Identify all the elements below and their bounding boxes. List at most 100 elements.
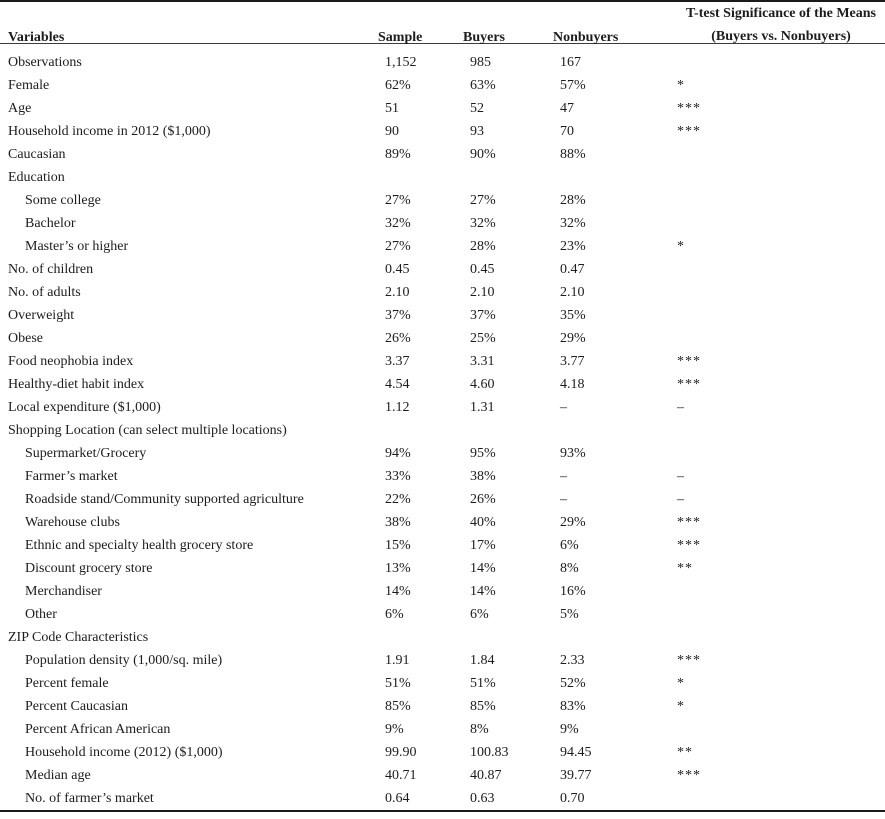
nonbuyers-value: – xyxy=(560,492,567,507)
table-row: Warehouse clubs 38% 40% 29% *** xyxy=(0,511,885,534)
variable-label: Food neophobia index xyxy=(8,354,134,369)
significance-value: *** xyxy=(677,515,701,530)
sample-value: 3.37 xyxy=(385,354,410,369)
significance-value: *** xyxy=(677,124,701,139)
significance-value: *** xyxy=(677,653,701,668)
table-row: Other 6% 6% 5% xyxy=(0,603,885,626)
nonbuyers-value: 52% xyxy=(560,676,586,691)
nonbuyers-value: 9% xyxy=(560,722,579,737)
variable-label: Shopping Location (can select multiple l… xyxy=(8,423,287,438)
table-row: No. of children 0.45 0.45 0.47 xyxy=(0,258,885,281)
buyers-value: 17% xyxy=(470,538,496,553)
significance-value: * xyxy=(677,699,685,714)
variable-label: No. of adults xyxy=(8,285,81,300)
buyers-value: 63% xyxy=(470,78,496,93)
section-header-row: ZIP Code Characteristics xyxy=(0,626,885,649)
buyers-value: 4.60 xyxy=(470,377,495,392)
sample-value: 1.12 xyxy=(385,400,410,415)
sample-value: 13% xyxy=(385,561,411,576)
sample-value: 0.64 xyxy=(385,791,410,806)
table-row: Ethnic and specialty health grocery stor… xyxy=(0,534,885,557)
nonbuyers-value xyxy=(560,626,677,649)
nonbuyers-value: 35% xyxy=(560,308,586,323)
sample-value: 22% xyxy=(385,492,411,507)
nonbuyers-value: 70 xyxy=(560,124,574,139)
nonbuyers-value: 23% xyxy=(560,239,586,254)
sample-value: 14% xyxy=(385,584,411,599)
variable-label: Ethnic and specialty health grocery stor… xyxy=(25,538,254,553)
sample-value: 27% xyxy=(385,239,411,254)
variable-label: Supermarket/Grocery xyxy=(25,446,147,461)
significance-value xyxy=(677,787,885,810)
variable-label: ZIP Code Characteristics xyxy=(8,630,149,645)
nonbuyers-value: 167 xyxy=(560,55,581,70)
table-row: Food neophobia index 3.37 3.31 3.77 *** xyxy=(0,350,885,373)
significance-value xyxy=(677,189,885,212)
sample-value: 37% xyxy=(385,308,411,323)
ttest-header-line2: (Buyers vs. Nonbuyers) xyxy=(711,29,851,44)
nonbuyers-value: 6% xyxy=(560,538,579,553)
table-row: Healthy-diet habit index 4.54 4.60 4.18 *** xyxy=(0,373,885,396)
nonbuyers-value: 8% xyxy=(560,561,579,576)
sample-value: 89% xyxy=(385,147,411,162)
sample-value: 26% xyxy=(385,331,411,346)
significance-value: – xyxy=(677,400,685,415)
variable-label: Observations xyxy=(8,55,82,70)
variable-label: Roadside stand/Community supported agric… xyxy=(25,492,304,507)
variable-label: Other xyxy=(25,607,57,622)
table-body: Observations 1,152 985 167 Female 62% 63% 57% * A… xyxy=(0,44,885,810)
nonbuyers-value: 2.10 xyxy=(560,285,585,300)
table-row: Percent female 51% 51% 52% * xyxy=(0,672,885,695)
variable-label: Caucasian xyxy=(8,147,66,162)
significance-value: *** xyxy=(677,768,701,783)
buyers-value: 0.45 xyxy=(470,262,495,277)
buyers-value: 95% xyxy=(470,446,496,461)
table-row: Population density (1,000/sq. mile) 1.91 1… xyxy=(0,649,885,672)
buyers-value: 40% xyxy=(470,515,496,530)
variable-label: Household income in 2012 ($1,000) xyxy=(8,124,211,139)
col-header-sample: Sample xyxy=(378,30,423,45)
table-row: Median age 40.71 40.87 39.77 *** xyxy=(0,764,885,787)
buyers-value: 51% xyxy=(470,676,496,691)
col-header-nonbuyers: Nonbuyers xyxy=(553,30,619,45)
sample-value: 27% xyxy=(385,193,411,208)
significance-value xyxy=(677,626,885,649)
significance-value xyxy=(677,580,885,603)
sample-value xyxy=(385,419,470,442)
significance-value: – xyxy=(677,469,685,484)
sample-value: 0.45 xyxy=(385,262,410,277)
table-row: Farmer’s market 33% 38% – – xyxy=(0,465,885,488)
significance-value xyxy=(677,304,885,327)
sample-value: 32% xyxy=(385,216,411,231)
nonbuyers-value: 83% xyxy=(560,699,586,714)
buyers-value: 25% xyxy=(470,331,496,346)
significance-value xyxy=(677,281,885,304)
table-row: Master’s or higher 27% 28% 23% * xyxy=(0,235,885,258)
table-row: Age 51 52 47 *** xyxy=(0,97,885,120)
buyers-value: 1.31 xyxy=(470,400,495,415)
buyers-value: 14% xyxy=(470,584,496,599)
significance-value: *** xyxy=(677,101,701,116)
section-header-row: Education xyxy=(0,166,885,189)
section-header-row: Shopping Location (can select multiple l… xyxy=(0,419,885,442)
buyers-value: 32% xyxy=(470,216,496,231)
buyers-value: 27% xyxy=(470,193,496,208)
variable-label: No. of farmer’s market xyxy=(25,791,154,806)
table-row: Observations 1,152 985 167 xyxy=(0,51,885,74)
table-row: Discount grocery store 13% 14% 8% ** xyxy=(0,557,885,580)
table-header-row: Variables Sample Buyers Nonbuyers T-test… xyxy=(0,0,885,45)
significance-value xyxy=(677,51,885,74)
sample-value: 51 xyxy=(385,101,399,116)
buyers-value: 38% xyxy=(470,469,496,484)
buyers-value: 100.83 xyxy=(470,745,509,760)
buyers-value: 14% xyxy=(470,561,496,576)
buyers-value: 8% xyxy=(470,722,489,737)
table-row: Percent African American 9% 8% 9% xyxy=(0,718,885,741)
table-row: No. of farmer’s market 0.64 0.63 0.70 xyxy=(0,787,885,810)
nonbuyers-value xyxy=(560,166,677,189)
ttest-header-line1: T-test Significance of the Means xyxy=(685,6,877,21)
sample-value: 6% xyxy=(385,607,404,622)
significance-value xyxy=(677,442,885,465)
variable-label: Percent Caucasian xyxy=(25,699,129,714)
